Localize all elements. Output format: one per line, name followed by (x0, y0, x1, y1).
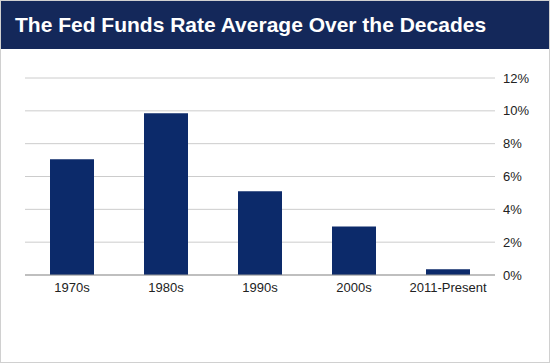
svg-text:6%: 6% (503, 169, 522, 184)
html-text:The Fed Funds Rate Average Ove: The Fed Funds Rate Average Over the Deca… (15, 13, 487, 36)
svg-text:1990s: 1990s (242, 280, 278, 295)
svg-text:8%: 8% (503, 136, 522, 151)
svg-text:2011-Present: 2011-Present (409, 280, 486, 295)
svg-text:2000s: 2000s (336, 280, 372, 295)
svg-text:1970s: 1970s (54, 280, 90, 295)
svg-text:10%: 10% (503, 103, 529, 118)
svg-text:2%: 2% (503, 235, 522, 250)
svg-text:0%: 0% (503, 268, 522, 283)
svg-text:12%: 12% (503, 71, 529, 86)
svg-text:4%: 4% (503, 202, 522, 217)
svg-text:1980s: 1980s (148, 280, 184, 295)
